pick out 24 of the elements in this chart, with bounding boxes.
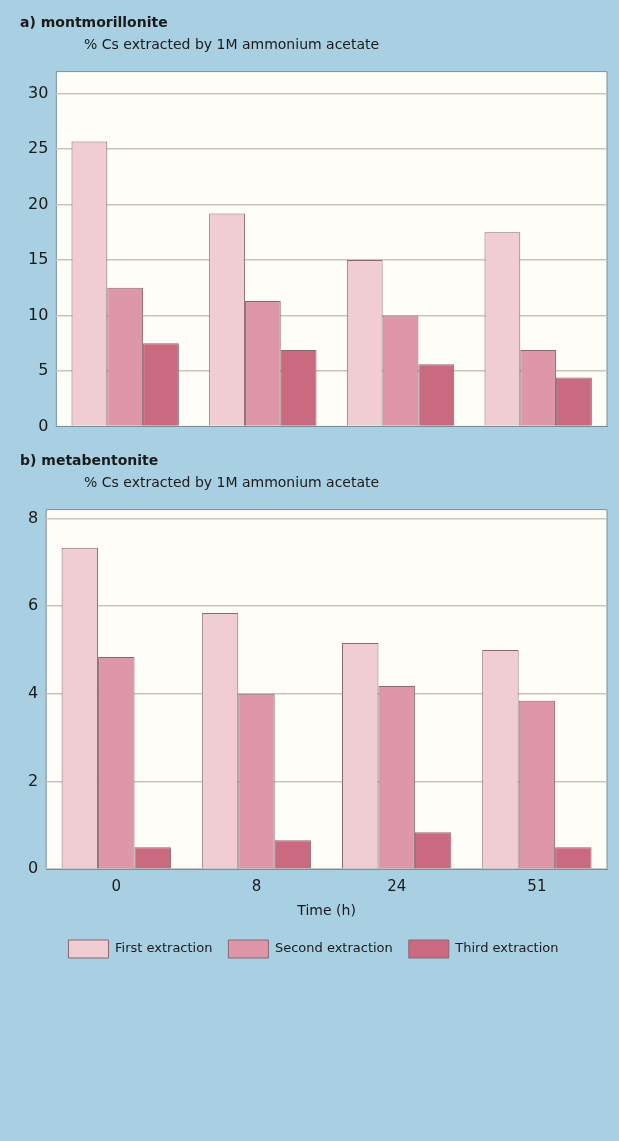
y-tick-label: 4 xyxy=(27,682,39,702)
y-axis-title: % Cs extracted by 1M ammonium acetate xyxy=(84,36,381,52)
x-axis-title: Time (h) xyxy=(296,902,356,919)
y-axis-title: % Cs extracted by 1M ammonium acetate xyxy=(84,474,381,490)
y-tick-label: 25 xyxy=(28,138,49,158)
y-tick-label: 15 xyxy=(28,249,49,269)
y-tick-label: 5 xyxy=(38,360,49,380)
x-tick-label: 51 xyxy=(527,877,547,896)
y-tick-label: 0 xyxy=(38,415,49,435)
chart-title: a) montmorillonite xyxy=(20,14,169,30)
y-tick-label: 0 xyxy=(27,858,39,878)
legend-label: Third extraction xyxy=(454,940,559,956)
x-tick-label: 24 xyxy=(387,877,407,896)
x-tick-label: 0 xyxy=(111,877,122,896)
x-tick-label: 8 xyxy=(251,877,262,896)
y-tick-label: 20 xyxy=(28,193,49,213)
y-tick-label: 30 xyxy=(28,82,49,102)
y-tick-label: 6 xyxy=(27,595,39,615)
legend-label: First extraction xyxy=(114,940,213,956)
y-tick-label: 2 xyxy=(27,770,39,790)
y-tick-label: 10 xyxy=(28,304,49,324)
chart-title: b) metabentonite xyxy=(20,452,160,468)
legend-label: Second extraction xyxy=(274,940,393,956)
y-tick-label: 8 xyxy=(27,507,39,527)
